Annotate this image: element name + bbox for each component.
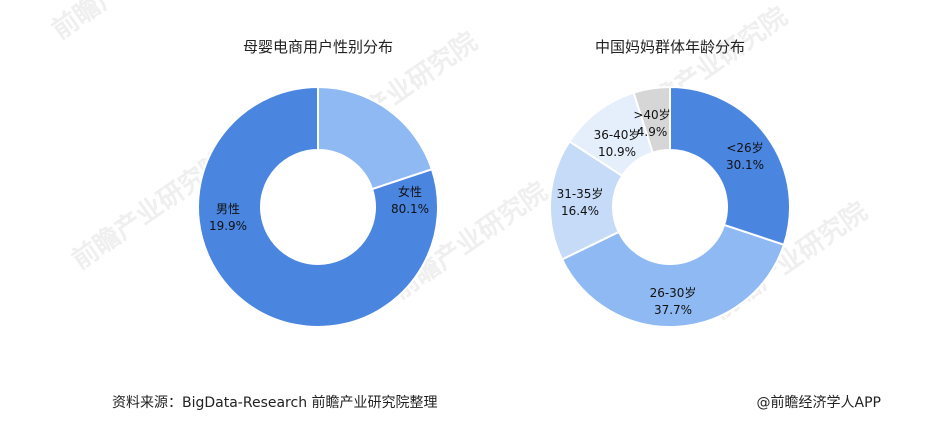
slice-name-label: 男性: [216, 202, 240, 216]
donut-slice-0: [197, 85, 439, 328]
slice-name-label: >40岁: [633, 107, 670, 122]
slice-name-label: 36-40岁: [594, 127, 641, 142]
gender-donut-chart: 女性 80.1% 男性 19.9%: [197, 85, 439, 328]
slice-value-label: 37.7%: [654, 303, 692, 317]
slice-name-label: 31-35岁: [557, 186, 604, 201]
donut-slice-40: [632, 85, 671, 154]
slice-value-label: 10.9%: [598, 145, 636, 159]
credit-text: @前瞻经济学人APP: [756, 395, 881, 411]
slice-value-label: 80.1%: [391, 202, 429, 216]
slice-name-label: <26岁: [726, 140, 763, 155]
slice-value-label: 16.4%: [561, 204, 599, 218]
donut-slice-26-30: [560, 223, 786, 328]
age-donut-chart: <26岁 30.1% 26-30岁 37.7% 31-35岁 16.4% 36-40岁 10.…: [549, 85, 791, 328]
donut-slice-26: [669, 85, 791, 247]
donut-slice-1: [317, 85, 434, 191]
slice-name-label: 26-30岁: [650, 285, 697, 300]
watermark-text: 前瞻产业研究院: [46, 0, 213, 46]
slice-name-label: 女性: [398, 184, 422, 199]
age-chart-title: 中国妈妈群体年龄分布: [595, 38, 745, 56]
slice-value-label: 30.1%: [726, 158, 764, 172]
slice-value-label: 4.9%: [637, 125, 668, 139]
slice-value-label: 19.9%: [209, 219, 247, 233]
source-note: 资料来源：BigData-Research 前瞻产业研究院整理: [112, 395, 438, 411]
gender-chart-title: 母婴电商用户性别分布: [243, 38, 393, 56]
